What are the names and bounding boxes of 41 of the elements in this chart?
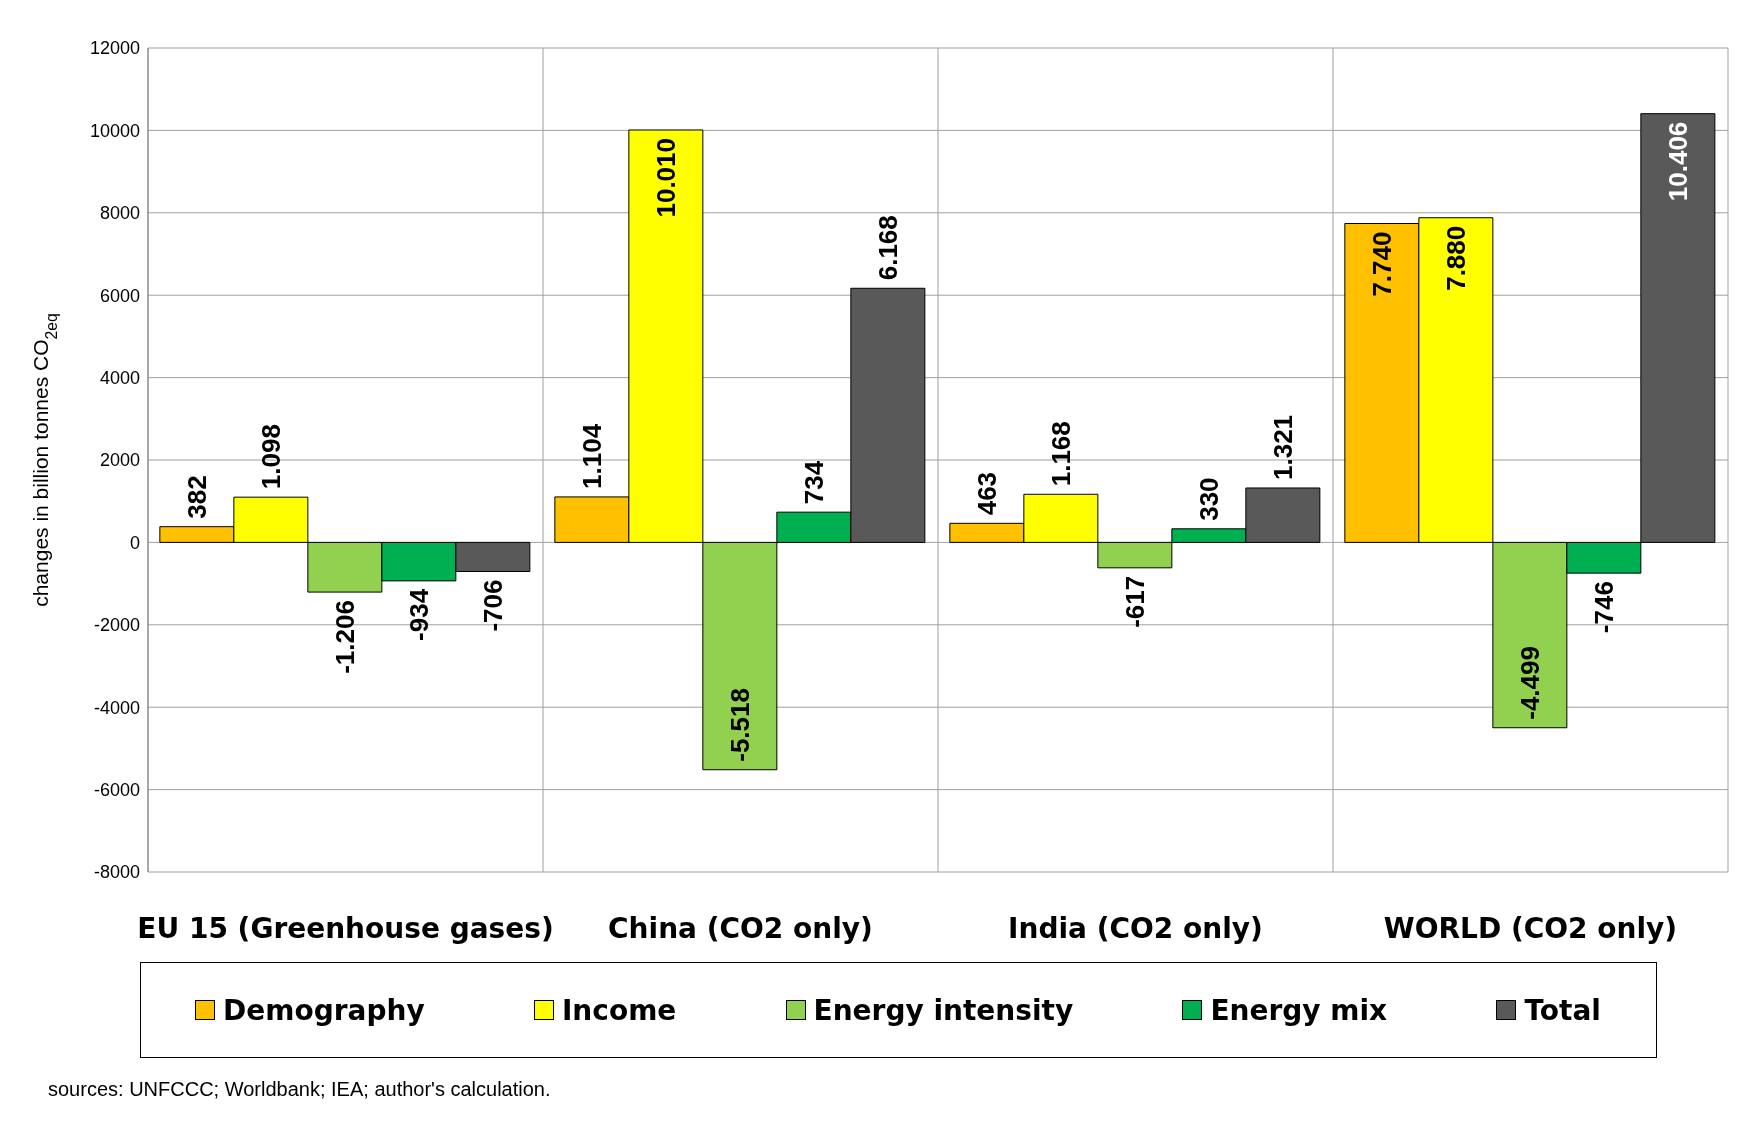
data-label: -4.499 — [1514, 646, 1545, 720]
y-tick-label: 2000 — [99, 450, 140, 471]
y-tick-label: 10000 — [89, 120, 140, 141]
data-label: -1.206 — [329, 600, 360, 674]
legend-label: Demography — [223, 993, 425, 1027]
legend-label: Total — [1524, 993, 1601, 1027]
data-label: 734 — [798, 460, 829, 505]
data-label: -617 — [1119, 575, 1150, 628]
y-tick-label: -4000 — [93, 697, 140, 718]
x-tick-label: WORLD (CO2 only) — [1383, 911, 1678, 945]
legend-label: Income — [561, 993, 677, 1027]
data-label: 1.104 — [576, 423, 607, 489]
data-label: 6.168 — [872, 215, 903, 281]
x-tick-label: China (CO2 only) — [608, 911, 873, 945]
data-label: -934 — [403, 588, 434, 641]
y-tick-label: 8000 — [99, 203, 140, 224]
data-label: 330 — [1193, 477, 1224, 521]
y-tick-label: 6000 — [99, 285, 140, 306]
data-label: -706 — [477, 579, 508, 632]
data-label: -5.518 — [724, 688, 755, 762]
x-tick-label: EU 15 (Greenhouse gases) — [137, 911, 554, 945]
y-tick-label: -6000 — [93, 779, 140, 800]
data-label: 382 — [181, 475, 212, 519]
data-label: 1.168 — [1045, 421, 1076, 487]
data-label: 463 — [971, 471, 1002, 516]
y-tick-label: -8000 — [93, 862, 140, 883]
y-tick-label: 0 — [129, 532, 140, 553]
data-label: 1.321 — [1267, 414, 1298, 480]
y-tick-label: -2000 — [93, 615, 140, 636]
data-label: 10.406 — [1662, 121, 1693, 202]
x-tick-label: India (CO2 only) — [1008, 911, 1263, 945]
legend-label: Energy intensity — [813, 993, 1074, 1027]
data-label: 10.010 — [650, 137, 681, 218]
source-note: sources: UNFCCC; Worldbank; IEA; author's calculation. — [48, 1078, 552, 1101]
data-label: 7.740 — [1366, 231, 1397, 297]
y-tick-label: 4000 — [99, 367, 140, 388]
data-label: 1.098 — [255, 424, 286, 490]
data-label: 7.880 — [1440, 225, 1471, 291]
data-label: -746 — [1588, 581, 1619, 634]
legend-label: Energy mix — [1210, 993, 1388, 1027]
y-tick-label: 12000 — [89, 38, 140, 59]
